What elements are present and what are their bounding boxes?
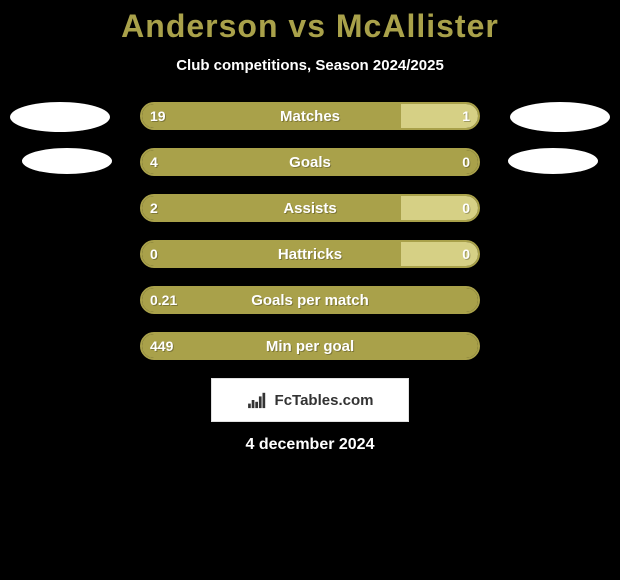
player-right-marker (508, 148, 598, 174)
page-title: Anderson vs McAllister (0, 8, 620, 45)
stat-bar-track (140, 240, 480, 268)
badge-text: FcTables.com (275, 392, 374, 409)
player-left-marker (22, 148, 112, 174)
stat-row: Assists20 (0, 194, 620, 222)
stat-row: Min per goal449 (0, 332, 620, 360)
stat-bar-right (401, 104, 478, 128)
stat-bar-left (142, 196, 401, 220)
stat-bar-left (142, 150, 478, 174)
badge-box: FcTables.com (211, 378, 409, 422)
stat-bar-right (401, 196, 478, 220)
stat-bar-track (140, 148, 480, 176)
branding-badge[interactable]: FcTables.com (0, 378, 620, 422)
stat-bar-track (140, 102, 480, 130)
stat-row: Goals per match0.21 (0, 286, 620, 314)
stats-list: Matches191 Goals40 Assists20 Hattricks00 Goa… (0, 102, 620, 360)
stat-bar-track (140, 286, 480, 314)
date-label: 4 december 2024 (0, 436, 620, 454)
subtitle: Club competitions, Season 2024/2025 (0, 57, 620, 74)
stat-bar-left (142, 104, 401, 128)
player-right-marker (510, 102, 610, 132)
stat-bar-track (140, 194, 480, 222)
stat-bar-left (142, 334, 478, 358)
comparison-card: Anderson vs McAllister Club competitions… (0, 0, 620, 454)
stat-row: Matches191 (0, 102, 620, 130)
stat-row: Hattricks00 (0, 240, 620, 268)
stat-bar-right (401, 242, 478, 266)
stat-row: Goals40 (0, 148, 620, 176)
stat-bar-left (142, 288, 478, 312)
fctables-logo-icon (247, 391, 269, 409)
stat-bar-track (140, 332, 480, 360)
player-left-marker (10, 102, 110, 132)
stat-bar-left (142, 242, 401, 266)
